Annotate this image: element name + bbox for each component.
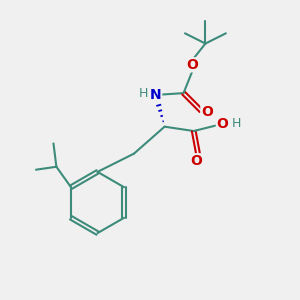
Text: O: O bbox=[186, 58, 198, 72]
Text: H: H bbox=[139, 87, 148, 100]
Text: O: O bbox=[201, 105, 213, 119]
Text: O: O bbox=[216, 117, 228, 131]
Text: N: N bbox=[150, 88, 162, 102]
Text: H: H bbox=[231, 117, 241, 130]
Text: O: O bbox=[191, 154, 203, 168]
